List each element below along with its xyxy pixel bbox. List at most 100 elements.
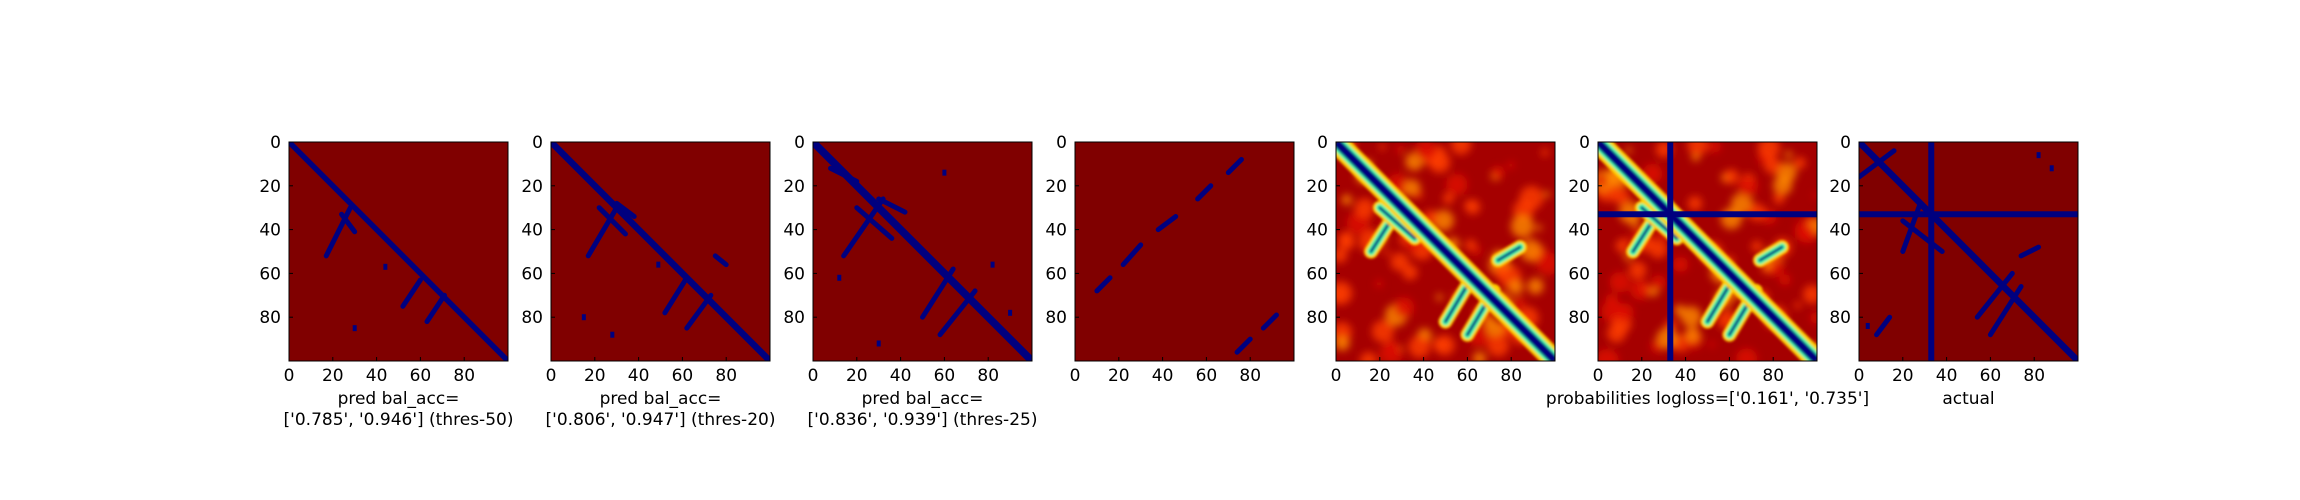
heatmap-speck [1519, 185, 1544, 210]
x-tick-label: 80 [453, 366, 475, 386]
contact-band [1987, 284, 2024, 338]
panel-caption: probabilities logloss=['0.161', '0.735'] [1546, 389, 1869, 409]
heatmap-speck [1408, 335, 1431, 358]
heatmap-speck [1415, 142, 1437, 161]
panel-6: 0 20 40 60 80 0 20 40 60 80 probabilities logloss=… [1546, 133, 1869, 409]
heatmap-speck [1491, 166, 1505, 179]
contact-band [1155, 213, 1179, 233]
panel-5-image [1336, 142, 1555, 361]
heatmap-speck [1615, 238, 1630, 253]
heatmap-speck [1642, 285, 1649, 293]
heatmap-speck [1730, 192, 1753, 215]
panel-caption: pred bal_acc= [862, 389, 984, 409]
heatmap-speck [1648, 239, 1668, 259]
x-tick-label: 20 [1892, 366, 1914, 386]
y-tick-label: 40 [259, 221, 281, 241]
masked-row [1598, 211, 1817, 218]
heatmap-speck [1371, 320, 1395, 343]
heatmap-speck [1812, 192, 1817, 199]
heatmap-speck [1794, 301, 1802, 309]
contact-band [1195, 183, 1214, 202]
x-tick-label: 60 [672, 366, 694, 386]
contact-band [585, 205, 620, 259]
x-tick-label: 60 [410, 366, 432, 386]
contact-band [323, 205, 353, 259]
heatmap-speck [1541, 148, 1549, 157]
heatmap-speck [1487, 334, 1510, 357]
contact-band [1900, 218, 1945, 254]
panel-7: 0 20 40 60 80 0 20 40 60 80 actual [1829, 133, 2079, 409]
x-tick-label: 80 [715, 366, 737, 386]
y-tick-label: 60 [1306, 264, 1328, 284]
y-tick-label: 0 [794, 133, 805, 153]
contact-speck [1008, 309, 1013, 316]
y-tick-label: 60 [1829, 264, 1851, 284]
contact-band [424, 292, 447, 325]
contact-band [614, 200, 637, 219]
panel-caption: pred bal_acc= [600, 389, 722, 409]
contact-band [1260, 312, 1279, 331]
heatmap-speck [1436, 293, 1443, 301]
heatmap-speck [1395, 145, 1405, 154]
heatmap-speck [1751, 240, 1763, 252]
heatmap-speck [1433, 337, 1448, 352]
masked-row [1859, 211, 2078, 218]
y-tick-label: 20 [1306, 177, 1328, 197]
heatmap-speck [1535, 224, 1543, 231]
x-tick-label: 20 [322, 366, 344, 386]
y-tick-label: 80 [1306, 308, 1328, 328]
y-tick-label: 0 [1579, 133, 1590, 153]
panel-caption: ['0.806', '0.947'] (thres-20) [546, 410, 776, 430]
heatmap-speck [1472, 351, 1487, 361]
x-tick-label: 0 [284, 366, 295, 386]
y-tick-label: 20 [521, 177, 543, 197]
contact-band [1974, 270, 2015, 320]
x-tick-label: 40 [1675, 366, 1697, 386]
diagonal-band [1598, 142, 1817, 361]
x-tick-label: 80 [977, 366, 999, 386]
contact-band [1874, 314, 1893, 338]
heatmap-speck [1471, 246, 1482, 256]
heatmap-speck [1625, 147, 1632, 154]
panel-7-image [1859, 142, 2078, 361]
y-tick-label: 20 [1045, 177, 1067, 197]
contact-band [662, 275, 690, 316]
contact-band [2018, 244, 2042, 259]
heatmap-speck [1810, 311, 1817, 324]
y-tick-label: 0 [1840, 133, 1851, 153]
diagonal-band [1859, 142, 2078, 361]
x-tick-label: 0 [1070, 366, 1081, 386]
x-tick-label: 40 [366, 366, 388, 386]
x-tick-label: 40 [1936, 366, 1958, 386]
contact-speck [1865, 322, 1870, 329]
heatmap-speck [1806, 216, 1813, 224]
contact-band [339, 211, 358, 235]
x-tick-label: 20 [1631, 366, 1653, 386]
heatmap-speck [1630, 219, 1638, 227]
x-tick-label: 0 [1854, 366, 1865, 386]
heatmap-speck [1432, 209, 1454, 231]
contact-band [684, 292, 714, 331]
heatmap-speck [1384, 249, 1391, 256]
x-tick-label: 60 [934, 366, 956, 386]
y-tick-label: 60 [259, 264, 281, 284]
x-tick-label: 60 [1457, 366, 1479, 386]
y-tick-label: 80 [1829, 308, 1851, 328]
x-tick-label: 80 [1239, 366, 1261, 386]
contact-band [1225, 157, 1244, 176]
x-tick-label: 60 [1719, 366, 1741, 386]
contact-speck [837, 274, 842, 281]
heatmap-glow [1336, 142, 1555, 361]
contact-band [876, 196, 908, 215]
heatmap-speck [1724, 169, 1739, 184]
x-tick-label: 60 [1196, 366, 1218, 386]
y-tick-label: 0 [1056, 133, 1067, 153]
heatmap-speck [1687, 196, 1703, 211]
contact-band [1120, 242, 1144, 268]
x-tick-label: 80 [2023, 366, 2045, 386]
x-tick-label: 40 [1152, 366, 1174, 386]
heatmap-speck [1615, 303, 1634, 322]
panel-5: 0 20 40 60 80 0 20 40 60 80 [1306, 133, 1556, 386]
panel-frame [288, 141, 509, 362]
